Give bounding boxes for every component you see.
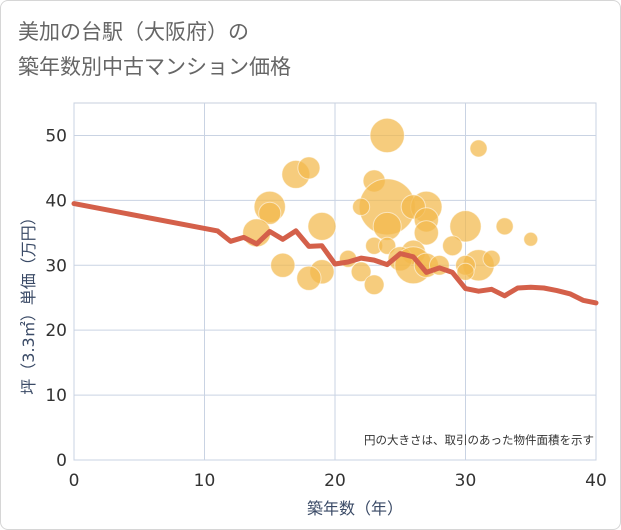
bubble-point (495, 217, 514, 236)
chart-title-line-1: 美加の台駅（大阪府）の (18, 20, 249, 44)
bubble-point (369, 117, 405, 154)
bubble-point (258, 201, 282, 225)
y-tick-label: 0 (56, 451, 67, 471)
bubble-point (350, 261, 372, 283)
trend-line (71, 201, 599, 306)
y-tick-label: 30 (45, 256, 67, 276)
bubbles (242, 117, 539, 296)
chart-title-line-2: 築年数別中古マンション価格 (18, 55, 291, 79)
x-axis-label: 築年数（年） (307, 499, 403, 518)
size-note: 円の大きさは、取引のあった物件面積を示す (364, 433, 594, 447)
y-tick-label: 50 (45, 126, 67, 146)
bubble-point (442, 235, 463, 257)
bubble-point (297, 156, 321, 180)
bubble-point (469, 139, 488, 158)
y-axis-label: 坪（3.3㎡）単価（万円） (19, 209, 38, 394)
y-tick-label: 40 (45, 191, 67, 211)
bubble-point (363, 274, 385, 296)
bubble-point (523, 231, 539, 247)
bubble-point (307, 211, 337, 241)
bubble-point (449, 210, 482, 243)
y-tick-label: 20 (45, 321, 67, 341)
tick-labels: 0 10 20 30 40 0 10 20 30 40 50 (45, 126, 606, 491)
x-tick-label: 20 (324, 471, 346, 491)
bubble-point (270, 252, 296, 278)
x-tick-label: 30 (455, 471, 477, 491)
bubble-point (413, 220, 439, 246)
grid (73, 102, 597, 461)
bubble-point (352, 197, 371, 216)
x-tick-label: 10 (194, 471, 216, 491)
bubble-point (456, 262, 475, 281)
bubble-point (482, 249, 501, 268)
x-tick-label: 0 (69, 471, 80, 491)
bubble-point (372, 211, 402, 241)
y-tick-label: 10 (45, 386, 67, 406)
x-tick-label: 40 (585, 471, 607, 491)
bubble-point (296, 265, 322, 291)
